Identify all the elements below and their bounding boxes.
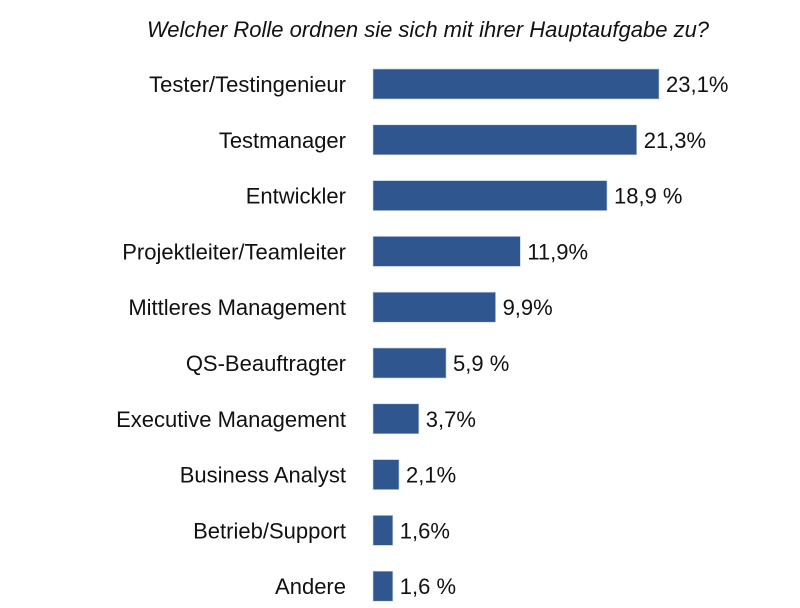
bar [372, 347, 447, 379]
bar [372, 515, 394, 546]
category-label: Mittleres Management [128, 295, 346, 320]
data-label: 3,7% [426, 407, 476, 432]
bar [372, 180, 608, 211]
category-label: Executive Management [116, 407, 346, 432]
bar [372, 68, 660, 100]
category-label: QS-Beauftragter [186, 351, 346, 376]
data-label: 23,1% [666, 72, 728, 97]
data-label: 9,9% [503, 295, 553, 320]
data-label: 18,9 % [614, 184, 683, 209]
data-label: 21,3% [644, 128, 706, 153]
category-label: Betrieb/Support [193, 518, 346, 543]
category-label: Andere [275, 574, 346, 599]
bar [372, 291, 496, 323]
data-label: 1,6 % [400, 574, 456, 599]
category-label: Tester/Testingenieur [149, 72, 346, 97]
category-label: Projektleiter/Teamleiter [122, 239, 346, 264]
bar [372, 124, 638, 156]
category-label: Business Analyst [180, 463, 346, 488]
data-label: 11,9% [527, 239, 588, 264]
bar [372, 570, 394, 602]
data-label: 2,1% [406, 463, 456, 488]
category-label: Testmanager [219, 128, 346, 153]
data-label: 1,6% [400, 518, 450, 543]
bar [372, 459, 400, 490]
bar [372, 403, 420, 435]
bar [372, 236, 521, 267]
data-label: 5,9 % [453, 351, 509, 376]
category-label: Entwickler [246, 184, 346, 209]
chart-title: Welcher Rolle ordnen sie sich mit ihrer … [147, 17, 710, 42]
